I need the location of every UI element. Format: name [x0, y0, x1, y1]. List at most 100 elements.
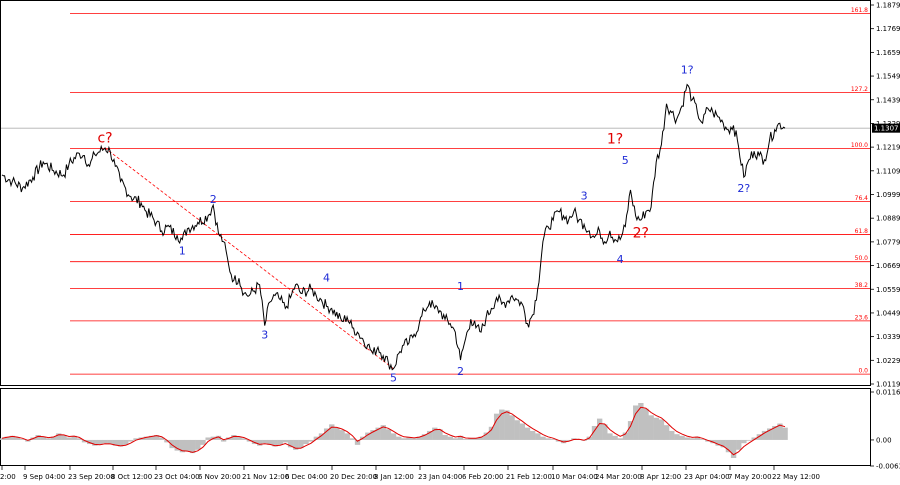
wave-labels: c? 1 2 3 4 5 1 2 3 4 1? 5 2? 1? 2?: [97, 64, 750, 385]
oscillator-bar: [725, 439, 732, 453]
price-axis-label: 1.0229: [876, 357, 900, 365]
oscillator-bar: [282, 439, 289, 443]
oscillator-bar: [71, 435, 77, 440]
oscillator-bar: [658, 419, 665, 440]
time-axis-label: 23 Sep 20:00: [68, 473, 115, 481]
price-axis-label: 1.0779: [876, 238, 900, 246]
oscillator-bar: [638, 402, 644, 440]
oscillator-bar: [349, 438, 356, 440]
oscillator-bar: [700, 439, 706, 440]
oscillator-bar: [20, 439, 26, 440]
oscillator-bar: [329, 424, 335, 440]
price-axis-label: 1.0119: [876, 381, 900, 389]
oscillator-bar: [679, 435, 685, 440]
fib-level-label: 76.4: [855, 195, 869, 202]
oscillator-bar: [318, 433, 325, 440]
oscillator-bar: [607, 433, 613, 440]
oscillator-bar: [153, 435, 160, 440]
oscillator-bar: [452, 438, 459, 440]
wave-label: c?: [97, 131, 112, 147]
oscillator-bar: [303, 439, 309, 445]
oscillator-bar: [133, 438, 139, 440]
oscillator-bar: [396, 436, 402, 440]
oscillator-bar: [545, 438, 551, 440]
oscillator-bar: [277, 439, 283, 445]
oscillator-bar: [432, 427, 438, 440]
price-axis-label: 1.1879: [876, 2, 900, 10]
oscillator-bar: [308, 439, 314, 442]
oscillator-bar: [184, 439, 191, 452]
oscillator-bar: [741, 439, 747, 444]
price-axis-label: 1.0999: [876, 191, 900, 199]
oscillator-bar: [550, 439, 556, 440]
price-series-line: [1, 83, 786, 371]
oscillator-bar: [81, 439, 88, 443]
oscillator-bar: [344, 433, 350, 440]
fib-level-label: 38.2: [855, 282, 869, 289]
price-axis-label: 1.1769: [876, 25, 900, 33]
oscillator-bar: [97, 439, 103, 445]
time-axis-label: 8 Jan 12:00: [374, 473, 414, 481]
oscillator-bar: [169, 439, 175, 449]
oscillator-bar: [293, 439, 299, 450]
price-axis-label: 1.1659: [876, 49, 900, 57]
oscillator-bar: [339, 430, 345, 440]
oscillator-bar: [220, 439, 227, 442]
oscillator-bar: [457, 435, 464, 440]
oscillator-bar: [313, 436, 320, 440]
oscillator-bar: [236, 436, 242, 440]
oscillator-bar: [782, 427, 788, 440]
oscillator-bar: [241, 438, 247, 440]
oscillator-bar: [715, 439, 721, 446]
oscillator-bar: [200, 439, 206, 445]
oscillator-bar: [323, 428, 330, 440]
oscillator-bar: [509, 415, 515, 440]
oscillator-bar: [287, 439, 294, 448]
time-axis-label: 9 Sep 04:00: [23, 473, 65, 481]
oscillator-bar: [262, 439, 268, 444]
oscillator-bar: [643, 408, 649, 440]
price-axis-label: 1.1549: [876, 73, 900, 81]
price-pane: [0, 0, 871, 386]
oscillator-bar: [123, 439, 129, 445]
oscillator-bar: [35, 435, 41, 440]
oscillator-bar: [684, 437, 690, 440]
price-axis-label: 1.1219: [876, 144, 900, 152]
oscillator-bar: [61, 435, 67, 440]
oscillator-bar: [164, 439, 170, 443]
oscillator-bar: [602, 424, 608, 440]
oscillator-bar: [272, 439, 278, 447]
time-axis-label: 7 May 20:00: [728, 473, 772, 481]
oscillator-bar: [370, 430, 376, 440]
fib-level-label: 61.8: [855, 228, 869, 235]
oscillator-bar: [406, 437, 412, 440]
price-axis-label: 1.0889: [876, 215, 900, 223]
oscillator-bar: [231, 435, 237, 440]
oscillator-bar: [246, 439, 253, 442]
oscillator-bar: [493, 413, 500, 440]
oscillator-bar: [617, 438, 623, 440]
wave-label: 3: [581, 190, 588, 203]
oscillator-bar: [4, 436, 10, 440]
time-axis-label: 22 May 12:00: [772, 473, 820, 481]
oscillator-bar: [148, 435, 155, 440]
time-axis-label: 6 Feb 20:00: [462, 473, 503, 481]
oscillator-bar: [375, 427, 381, 440]
oscillator-bar: [107, 439, 113, 445]
wave-label: 2: [457, 365, 464, 378]
oscillator-bar: [746, 439, 752, 441]
oscillator-bar: [674, 434, 680, 440]
current-price-label: 1.1307: [874, 125, 899, 133]
oscillator-bar: [756, 434, 763, 440]
oscillator-bar: [112, 439, 119, 446]
oscillator-bar: [390, 433, 397, 440]
price-axis-label: 1.0669: [876, 262, 900, 270]
oscillator-bar: [128, 439, 134, 442]
oscillator-bar: [365, 432, 371, 440]
oscillator-bar: [416, 436, 423, 440]
time-axis-label: 23 Apr 04:00: [684, 473, 730, 481]
oscillator-bar: [622, 432, 629, 440]
oscillator-bar: [669, 430, 675, 440]
oscillator-bar: [385, 429, 392, 440]
oscillator-bar: [473, 438, 479, 440]
